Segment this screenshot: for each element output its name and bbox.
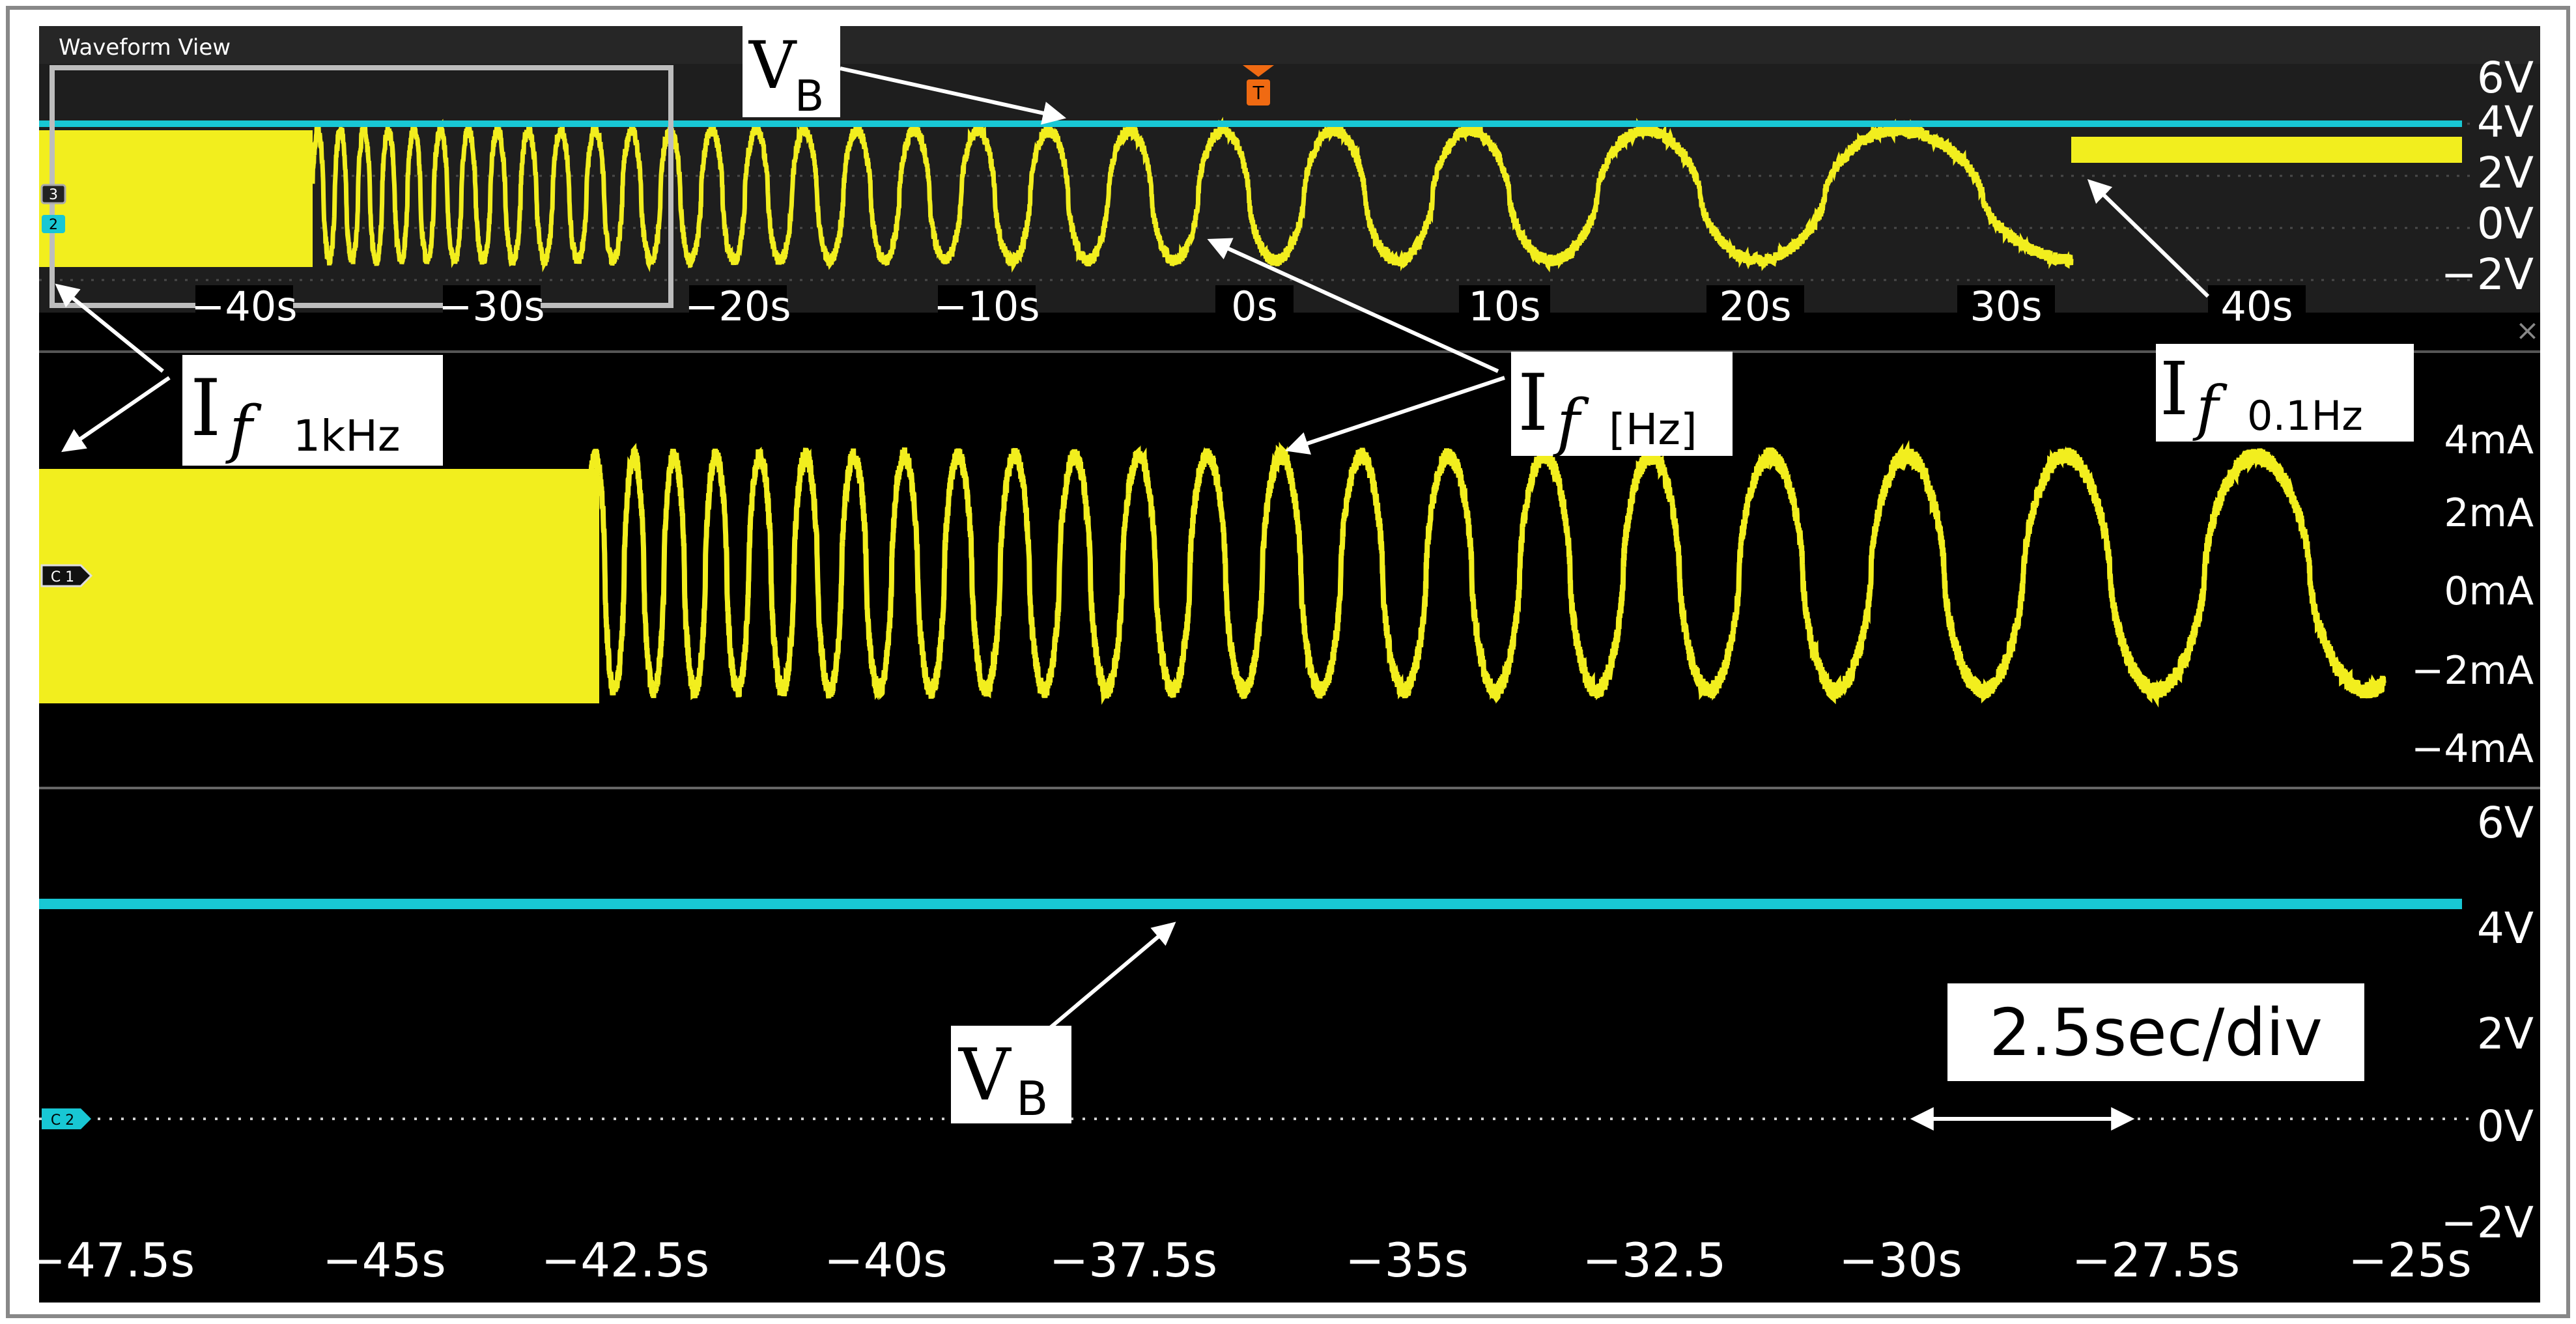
v-label: 4V: [2477, 903, 2534, 953]
marker-3-label: 3: [49, 187, 58, 203]
time-label: −35s: [1345, 1233, 1468, 1288]
ov-volt-label: 4V: [2477, 97, 2534, 147]
svg-text:[Hz]: [Hz]: [1609, 404, 1697, 455]
ov-volt-label: 0V: [2477, 199, 2534, 249]
ov-volt-label: 2V: [2477, 148, 2534, 198]
overview-time-labels: −40s −30s −20s −10s 0s 10s 20s 30s 40s: [191, 283, 2306, 331]
svg-text:V: V: [957, 1033, 1012, 1116]
ov-time-label: −10s: [933, 283, 1040, 330]
ov-time-label: −40s: [191, 283, 297, 330]
v-label: 6V: [2477, 798, 2534, 848]
time-label: −37.5s: [1049, 1233, 1217, 1288]
ma-label: 0mA: [2444, 569, 2534, 614]
c1-tag-label: C 1: [51, 569, 74, 585]
time-label: −42.5s: [541, 1233, 709, 1288]
c2-tag-label: C 2: [51, 1112, 74, 1129]
time-label: −27.5s: [2072, 1233, 2240, 1288]
svg-text:B: B: [795, 71, 824, 121]
c2-channel-tag[interactable]: C 2: [42, 1108, 91, 1129]
ma-label: 4mA: [2444, 417, 2534, 463]
vb-top-label: V B: [743, 26, 840, 121]
svg-text:B: B: [1016, 1071, 1048, 1126]
time-label: −40s: [824, 1233, 947, 1288]
overview-titlebar: [39, 26, 2540, 64]
ma-label: −4mA: [2411, 726, 2534, 772]
if-1khz-label: I f 1kHz: [182, 355, 443, 466]
svg-text:I: I: [2160, 347, 2188, 432]
svg-text:V: V: [748, 27, 797, 104]
overview-panel: Waveform View × T 3 2 −40s −30s −20s −: [39, 26, 2540, 347]
if-hz-label: I f [Hz]: [1511, 352, 1733, 459]
vb-bottom-label: V B: [951, 1026, 1071, 1126]
dense-signal-block: [39, 130, 313, 267]
timebase-label: 2.5sec/div: [1947, 983, 2364, 1081]
svg-text:I: I: [190, 363, 221, 454]
svg-text:2.5sec/div: 2.5sec/div: [1989, 994, 2323, 1071]
marker-2-label: 2: [49, 217, 58, 233]
svg-text:0.1Hz: 0.1Hz: [2247, 392, 2363, 440]
time-label: −45s: [322, 1233, 446, 1288]
ov-volt-label: 6V: [2477, 53, 2534, 103]
if-01hz-label: I f 0.1Hz: [2156, 344, 2414, 443]
ov-time-label: 40s: [2220, 283, 2293, 330]
ov-volt-label: −2V: [2441, 249, 2534, 300]
svg-text:1kHz: 1kHz: [293, 411, 400, 461]
v-label: 2V: [2477, 1009, 2534, 1059]
ov-time-label: −30s: [438, 283, 545, 330]
svg-text:I: I: [1518, 358, 1548, 449]
time-label: −30s: [1839, 1233, 1962, 1288]
ov-time-label: 10s: [1468, 283, 1540, 330]
time-label: −47.5s: [27, 1233, 195, 1288]
c1-dense-block: [39, 469, 599, 703]
overview-dc-trace: [2071, 137, 2462, 163]
v-label: 0V: [2477, 1101, 2534, 1151]
c1-channel-tag[interactable]: C 1: [42, 565, 91, 586]
ov-time-label: 0s: [1231, 283, 1278, 330]
ma-label: −2mA: [2411, 648, 2534, 694]
close-icon[interactable]: ×: [2515, 314, 2540, 347]
ov-time-label: 30s: [1970, 283, 2042, 330]
window-title: Waveform View: [59, 35, 231, 61]
trigger-label: T: [1252, 82, 1264, 104]
ma-label: 2mA: [2444, 490, 2534, 536]
time-label: −25s: [2348, 1233, 2471, 1288]
time-label: −32.5: [1583, 1233, 1727, 1288]
ov-time-label: −20s: [685, 283, 791, 330]
ov-time-label: 20s: [1719, 283, 1791, 330]
